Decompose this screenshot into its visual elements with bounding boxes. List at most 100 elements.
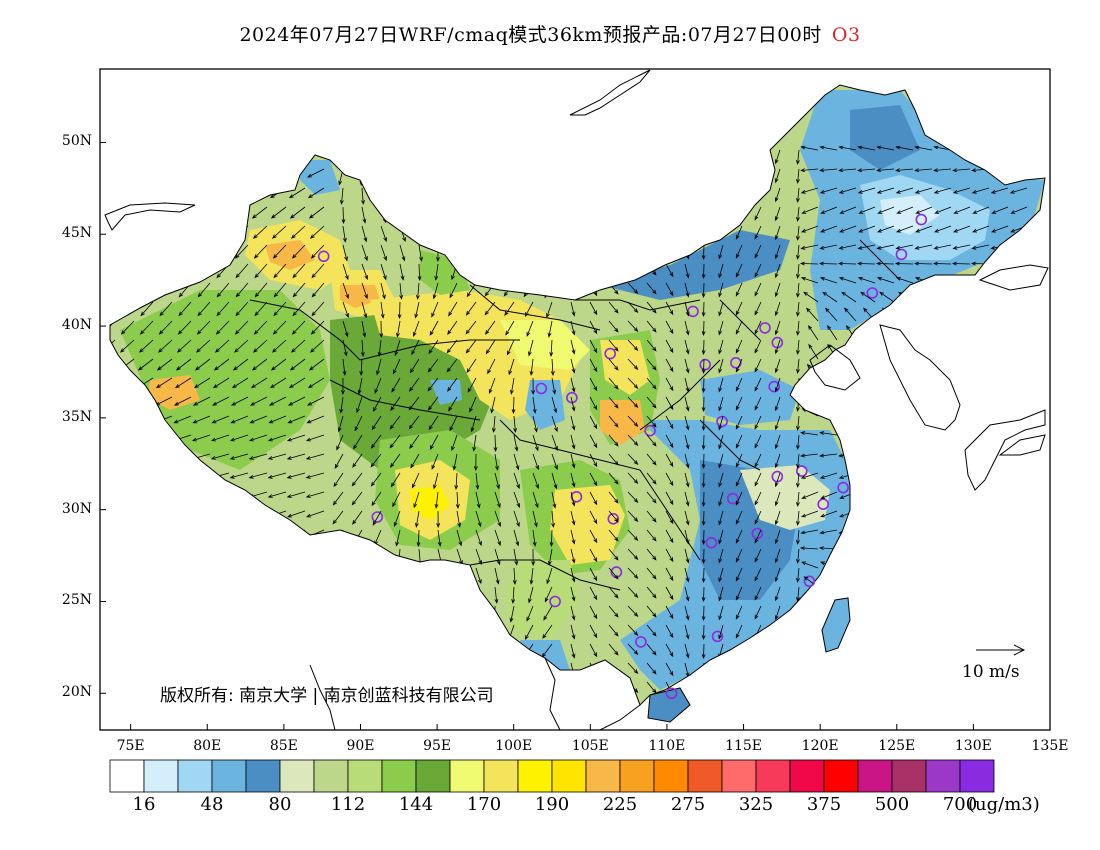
wind-arrow (286, 434, 306, 442)
wind-arrow (646, 434, 657, 447)
wind-arrow (819, 453, 838, 458)
colorbar-swatch (347, 759, 383, 793)
wind-arrow (589, 415, 598, 430)
wind-arrow (532, 453, 539, 471)
wind-arrow (337, 415, 344, 433)
wind-arrow (774, 491, 781, 507)
wind-arrow (140, 301, 154, 317)
wind-arrow (342, 320, 349, 338)
wind-arrow (735, 244, 743, 259)
wind-arrow (796, 358, 800, 374)
wind-arrow (531, 377, 536, 396)
wind-arrow (718, 377, 724, 393)
wind-arrow (510, 377, 515, 395)
wind-arrow (191, 434, 211, 442)
wind-arrow (551, 415, 558, 433)
wind-arrow (416, 282, 420, 300)
lat-tick-label: 35N (61, 408, 92, 425)
wind-arrow (434, 263, 439, 281)
wind-arrow (138, 339, 154, 353)
wind-arrow (193, 377, 211, 389)
wind-arrow (819, 431, 838, 436)
wind-arrow (735, 339, 743, 354)
wind-arrow (876, 187, 895, 194)
wind-arrow (379, 320, 384, 339)
wind-arrow (389, 434, 401, 449)
wind-reference-label: 10 m/s (962, 662, 1020, 682)
wind-arrow (547, 320, 553, 338)
wind-arrow (287, 396, 306, 406)
wind-arrow (309, 225, 325, 239)
colorbar-swatch (551, 759, 587, 793)
station-marker (665, 687, 678, 700)
wind-arrow (532, 396, 537, 414)
wind-arrow (838, 244, 857, 250)
wind-arrow (158, 320, 173, 335)
colorbar-swatch (449, 759, 485, 793)
wind-arrow (754, 510, 762, 525)
station-marker (795, 465, 808, 477)
wind-arrow (701, 491, 706, 508)
wind-arrow (542, 624, 553, 639)
wind-arrow (549, 529, 554, 548)
colorbar-unit: (ug/m3) (968, 794, 1040, 815)
wind-arrow (306, 396, 325, 406)
wind-arrow (511, 396, 516, 415)
wind-arrow (913, 261, 933, 266)
wind-arrow (933, 145, 952, 151)
wind-arrow (735, 453, 743, 468)
wind-arrow (546, 567, 553, 585)
wind-arrow (196, 320, 211, 335)
wind-arrow (665, 567, 674, 582)
wind-arrow (544, 586, 553, 603)
wind-arrow (411, 472, 420, 489)
wind-arrow (268, 396, 287, 406)
wind-arrow (504, 301, 515, 317)
wind-arrow (272, 320, 287, 335)
wind-arrow (627, 301, 639, 313)
wind-arrow (774, 301, 781, 317)
wind-arrow (819, 529, 838, 535)
station-marker (768, 380, 781, 393)
lat-tick-label: 45N (61, 225, 92, 242)
wind-arrow (413, 491, 420, 509)
wind-arrow (447, 377, 458, 392)
wind-arrow (409, 358, 420, 374)
wind-arrow (449, 415, 458, 432)
wind-arrow (467, 377, 477, 393)
wind-arrow (551, 491, 557, 509)
wind-arrow (915, 206, 933, 214)
wind-arrow (627, 529, 639, 541)
wind-arrow (352, 453, 363, 468)
colorbar-label: 170 (466, 794, 502, 815)
wind-arrow (858, 206, 876, 214)
wind-arrow (718, 472, 724, 488)
wind-arrow (646, 662, 657, 675)
wind-arrow (627, 415, 639, 427)
wind-arrow (646, 605, 657, 618)
wind-arrow (972, 225, 990, 233)
wind-arrow (718, 415, 724, 431)
wind-arrow (796, 187, 800, 203)
wind-arrow (570, 377, 576, 393)
wind-arrow (646, 472, 657, 485)
wind-arrow (796, 244, 800, 260)
wind-arrow (174, 377, 192, 389)
wind-arrow (665, 358, 674, 373)
wind-arrow (627, 434, 639, 446)
wind-arrow (361, 187, 365, 205)
wind-arrow (819, 277, 838, 284)
wind-arrow (469, 396, 477, 413)
wind-arrow (896, 225, 914, 233)
wind-arrow (287, 510, 306, 518)
wind-arrow (820, 491, 838, 499)
wind-arrow (211, 415, 230, 424)
station-marker (711, 630, 724, 643)
wind-arrow (754, 244, 762, 259)
wind-arrow (684, 301, 690, 317)
wind-arrow (796, 472, 800, 488)
wind-arrow (589, 377, 598, 392)
wind-arrow (551, 434, 558, 452)
wind-arrow (718, 567, 724, 583)
axis-ticks (100, 141, 1051, 730)
